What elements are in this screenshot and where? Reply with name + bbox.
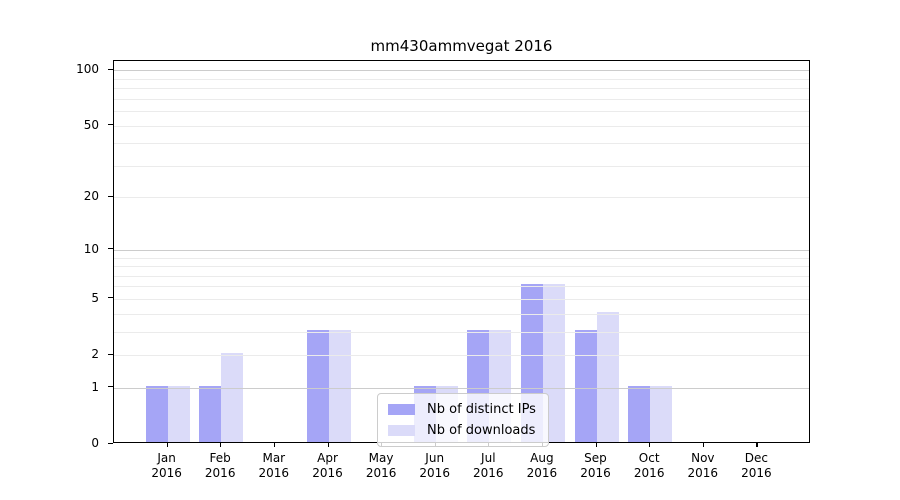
x-axis: Jan 2016 Feb 2016 Mar 2016 Apr 2016 May 2016 Jun 20…: [113, 443, 810, 493]
x-tick-label-oct: Oct 2016: [633, 451, 665, 480]
minor-gridline-90: [114, 78, 809, 80]
bar-downloads-sep: [596, 311, 619, 442]
legend-entry-1: Nb of downloads: [388, 422, 536, 439]
x-tick-label-year: 2016: [580, 466, 611, 480]
major-gridline-100: [114, 70, 809, 72]
x-tick-label-year: 2016: [365, 466, 397, 480]
legend-swatch-1: [388, 425, 415, 436]
minor-gridline-5: [114, 298, 809, 300]
minor-gridline-2: [114, 355, 809, 356]
bar-downloads-feb: [221, 353, 244, 442]
x-tick-mark-nov: [702, 443, 704, 447]
minor-gridline-3: [114, 331, 809, 333]
y-tick-mark-2: [108, 353, 113, 355]
x-tick-mark-jan: [166, 443, 168, 447]
bar-downloads-oct: [650, 385, 673, 442]
x-tick-mark-dec: [756, 443, 758, 447]
minor-gridline-7: [114, 275, 809, 277]
bar-distinct-ips-jan: [145, 385, 168, 442]
y-tick-label-2: 2: [91, 347, 99, 361]
y-tick-mark-50: [108, 124, 113, 126]
minor-gridline-4: [114, 313, 809, 315]
x-tick-label-sep: Sep 2016: [580, 451, 611, 480]
major-gridline-10: [114, 249, 809, 251]
x-tick-mark-sep: [595, 443, 597, 447]
bar-distinct-ips-sep: [574, 329, 597, 442]
y-tick-label-10: 10: [83, 241, 99, 256]
x-tick-label-aug: Aug 2016: [526, 451, 558, 480]
x-tick-label-year: 2016: [741, 466, 772, 480]
x-tick-mark-oct: [649, 443, 651, 447]
major-gridline-1: [114, 387, 809, 389]
y-tick-label-5: 5: [91, 290, 99, 305]
y-tick-label-20: 20: [83, 189, 99, 204]
x-tick-mark-mar: [273, 443, 275, 447]
x-tick-label-year: 2016: [526, 466, 558, 480]
minor-gridline-50: [114, 125, 809, 127]
minor-gridline-9: [114, 257, 809, 259]
legend-label-1: Nb of downloads: [427, 423, 536, 438]
minor-gridline-40: [114, 143, 809, 145]
x-tick-label-jun: Jun 2016: [419, 451, 450, 480]
legend-swatch-0: [388, 404, 415, 415]
y-tick-mark-1: [108, 386, 113, 388]
y-tick-label-1: 1: [91, 379, 99, 394]
legend: Nb of distinct IPs Nb of downloads: [377, 393, 549, 447]
x-tick-label-year: 2016: [312, 466, 343, 480]
y-axis: 0 1 2 5 10 20 50 100: [0, 60, 113, 450]
bar-distinct-ips-oct: [628, 385, 651, 442]
legend-entry-0: Nb of distinct IPs: [388, 401, 536, 418]
bar-distinct-ips-feb: [199, 385, 222, 442]
minor-gridline-8: [114, 266, 809, 267]
x-tick-label-jul: Jul 2016: [473, 451, 504, 480]
bar-downloads-jan: [167, 385, 190, 442]
x-tick-label-year: 2016: [473, 466, 504, 480]
x-tick-label-year: 2016: [419, 466, 450, 480]
y-tick-mark-20: [108, 195, 113, 197]
minor-gridline-30: [114, 165, 809, 167]
x-tick-label-apr: Apr 2016: [312, 451, 343, 480]
x-tick-label-year: 2016: [204, 466, 236, 480]
x-tick-label-mar: Mar 2016: [258, 451, 290, 480]
y-tick-mark-10: [108, 248, 113, 250]
x-tick-label-jan: Jan 2016: [151, 451, 182, 480]
x-tick-label-feb: Feb 2016: [204, 451, 236, 480]
y-tick-label-50: 50: [83, 117, 99, 132]
x-tick-label-nov: Nov 2016: [687, 451, 719, 480]
x-tick-label-year: 2016: [151, 466, 182, 480]
chart-title: mm430ammvegat 2016: [370, 37, 553, 55]
y-tick-label-0: 0: [91, 436, 99, 450]
x-tick-label-dec: Dec 2016: [741, 451, 772, 480]
x-tick-label-year: 2016: [633, 466, 665, 480]
minor-gridline-70: [114, 98, 809, 100]
y-tick-label-100: 100: [76, 62, 99, 77]
minor-gridline-80: [114, 88, 809, 89]
legend-label-0: Nb of distinct IPs: [427, 402, 536, 417]
minor-gridline-20: [114, 197, 809, 199]
minor-gridline-60: [114, 110, 809, 112]
plot-area: [113, 60, 810, 443]
y-tick-mark-0: [108, 442, 113, 444]
bar-downloads-apr: [328, 329, 351, 442]
x-tick-label-year: 2016: [687, 466, 719, 480]
x-tick-mark-feb: [220, 443, 222, 447]
y-tick-mark-5: [108, 297, 113, 299]
bar-distinct-ips-apr: [306, 329, 329, 442]
x-tick-mark-apr: [327, 443, 329, 447]
minor-gridline-6: [114, 286, 809, 288]
y-tick-mark-100: [108, 68, 113, 70]
x-tick-label-year: 2016: [258, 466, 290, 480]
x-tick-label-may: May 2016: [365, 451, 397, 480]
